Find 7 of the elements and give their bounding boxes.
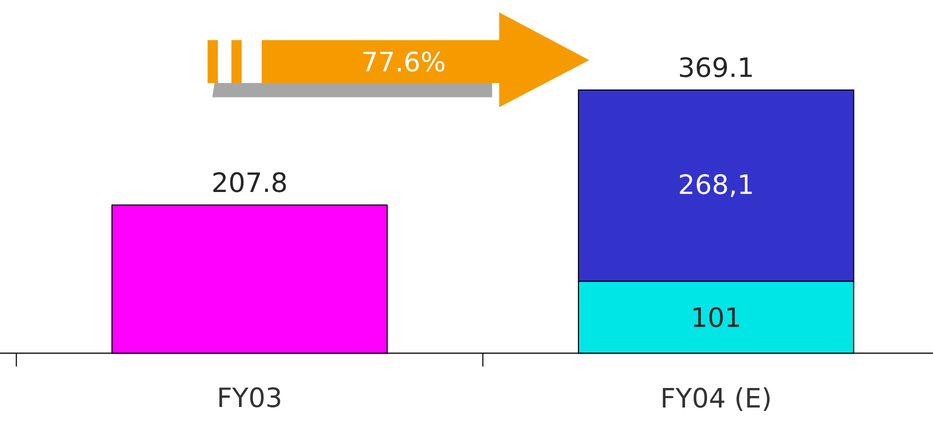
- data-label: 268,1: [680, 174, 752, 198]
- text: 77.6%: [363, 52, 444, 72]
- total-label: 207.8: [213, 172, 286, 193]
- x-tick-label: FY04 (E): [662, 387, 770, 412]
- total-label: 369.1: [680, 57, 752, 78]
- data-label: 101: [694, 307, 740, 328]
- x-tick-label: FY03: [219, 387, 280, 408]
